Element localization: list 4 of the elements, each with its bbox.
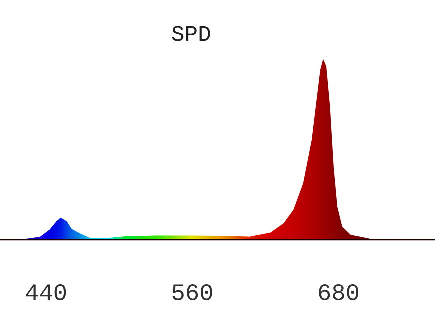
x-tick-label: 440 — [26, 284, 66, 301]
chart-title: SPD — [172, 26, 210, 42]
x-tick-label: 680 — [319, 284, 359, 301]
x-tick-label: 560 — [172, 284, 212, 301]
